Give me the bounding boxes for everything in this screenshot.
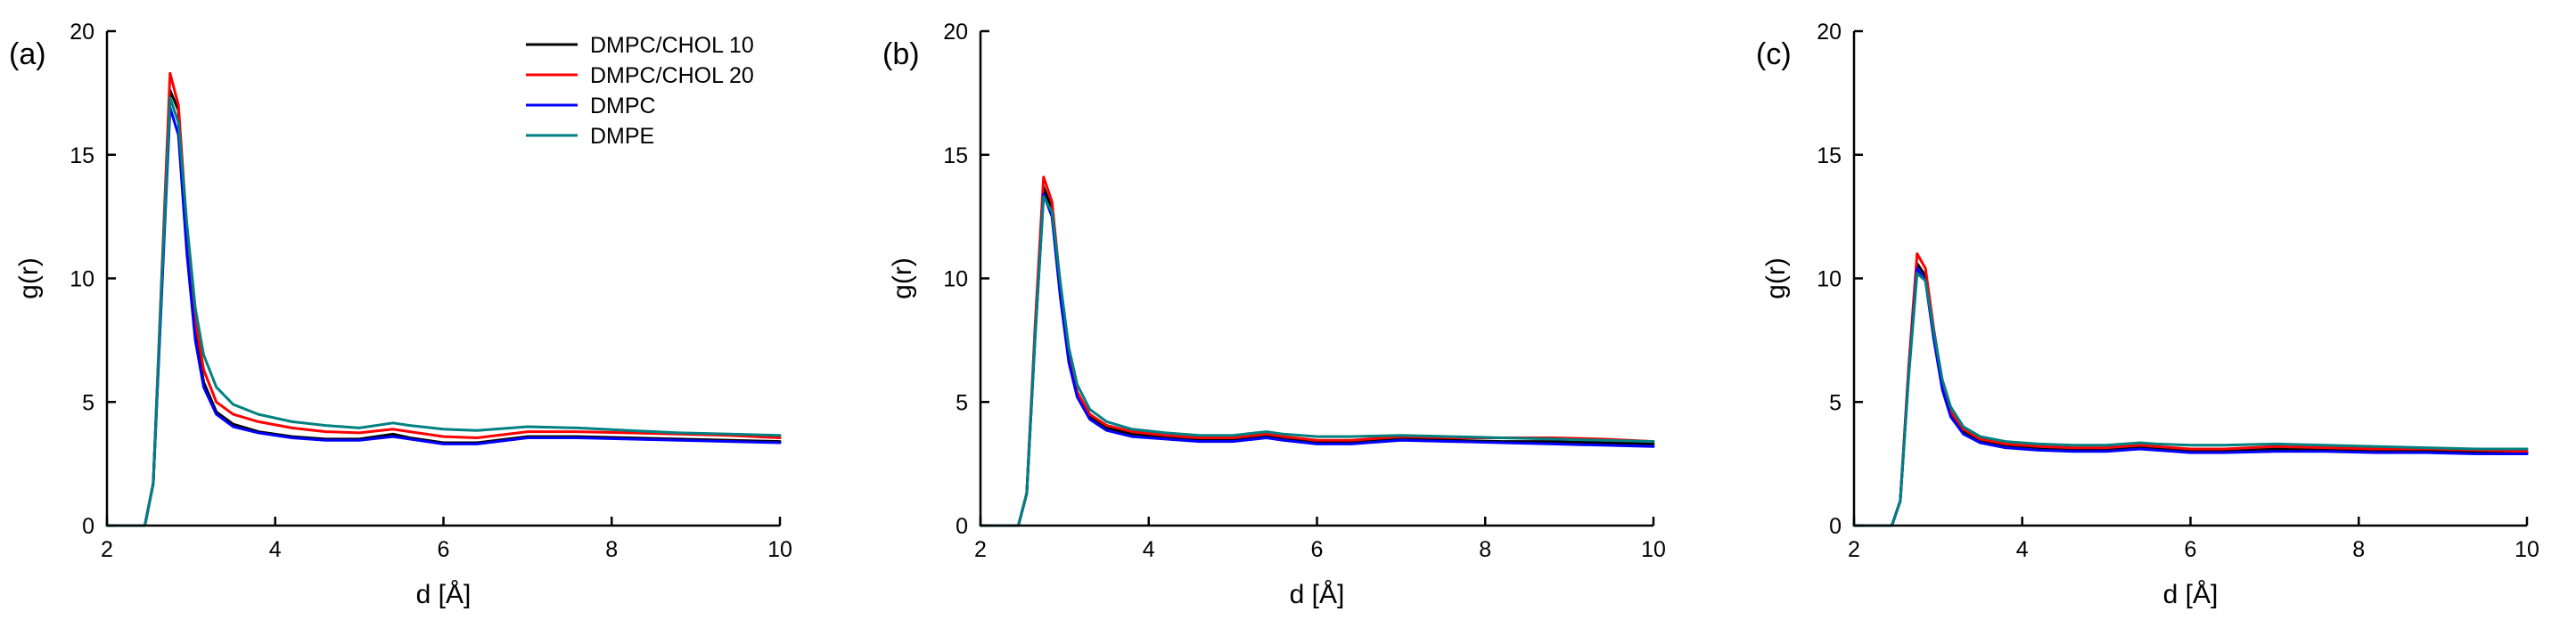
y-tick-label: 10 bbox=[70, 267, 94, 292]
x-tick-label: 4 bbox=[269, 537, 282, 562]
series-line-0 bbox=[1852, 262, 2529, 527]
y-tick-label: 20 bbox=[70, 20, 94, 45]
x-tick-label: 10 bbox=[2514, 537, 2539, 562]
x-tick-label: 6 bbox=[438, 537, 450, 562]
series-line-2 bbox=[979, 192, 1655, 527]
chart-panel-c: 2 4 6 8 10 0 5 10 15 20 d [Å] g(r) (c) bbox=[1756, 20, 2539, 609]
y-tick-label: 0 bbox=[82, 514, 94, 539]
legend-entry-label: DMPC/CHOL 20 bbox=[590, 63, 754, 88]
x-tick-label: 6 bbox=[2185, 537, 2197, 562]
x-tick-label: 10 bbox=[1641, 537, 1666, 562]
panel-label: (b) bbox=[882, 37, 920, 71]
y-axis-label: g(r) bbox=[1761, 257, 1791, 299]
y-tick-label: 5 bbox=[1829, 390, 1842, 415]
y-tick-label: 5 bbox=[82, 390, 94, 415]
series-line-1 bbox=[1852, 252, 2529, 527]
y-tick-label: 15 bbox=[1817, 143, 1842, 168]
x-tick-label: 2 bbox=[1848, 537, 1860, 562]
series-line-1 bbox=[979, 175, 1655, 527]
y-tick-label: 0 bbox=[956, 514, 968, 539]
y-tick-label: 0 bbox=[1829, 514, 1842, 539]
legend-entry-label: DMPE bbox=[590, 124, 654, 149]
x-tick-label: 6 bbox=[1311, 537, 1324, 562]
x-tick-label: 8 bbox=[2352, 537, 2365, 562]
chart-panel-b: 2 4 6 8 10 0 5 10 15 20 d [Å] g(r) (b) bbox=[882, 20, 1666, 609]
series-line-0 bbox=[979, 185, 1655, 527]
x-axis-label: d [Å] bbox=[416, 580, 472, 609]
series-line-1 bbox=[105, 71, 782, 527]
x-tick-label: 2 bbox=[974, 537, 987, 562]
y-axis-label: g(r) bbox=[14, 257, 44, 299]
panel-label: (a) bbox=[9, 37, 46, 71]
series-line-2 bbox=[105, 106, 782, 527]
y-tick-label: 20 bbox=[1817, 20, 1842, 45]
x-tick-label: 8 bbox=[605, 537, 618, 562]
legend: DMPC/CHOL 10 DMPC/CHOL 20 DMPC DMPE bbox=[526, 33, 754, 149]
legend-entry-label: DMPC bbox=[590, 94, 656, 118]
x-tick-label: 4 bbox=[2016, 537, 2029, 562]
x-tick-label: 4 bbox=[1143, 537, 1155, 562]
y-tick-label: 15 bbox=[943, 143, 968, 168]
x-axis-label: d [Å] bbox=[2163, 580, 2219, 609]
panel-label: (c) bbox=[1756, 37, 1792, 71]
series-line-3 bbox=[979, 195, 1655, 527]
y-tick-label: 10 bbox=[1817, 267, 1842, 292]
x-tick-label: 10 bbox=[767, 537, 792, 562]
series-line-0 bbox=[105, 89, 782, 527]
series-line-2 bbox=[1852, 266, 2529, 527]
series-line-3 bbox=[1852, 272, 2529, 527]
y-axis-label: g(r) bbox=[888, 257, 917, 299]
y-tick-label: 5 bbox=[956, 390, 968, 415]
legend-entry-label: DMPC/CHOL 10 bbox=[590, 33, 754, 58]
series-line-3 bbox=[105, 96, 782, 527]
x-tick-label: 8 bbox=[1479, 537, 1491, 562]
x-tick-label: 2 bbox=[101, 537, 113, 562]
y-tick-label: 20 bbox=[943, 20, 968, 45]
x-axis-label: d [Å] bbox=[1290, 580, 1345, 609]
y-tick-label: 10 bbox=[943, 267, 968, 292]
y-tick-label: 15 bbox=[70, 143, 94, 168]
